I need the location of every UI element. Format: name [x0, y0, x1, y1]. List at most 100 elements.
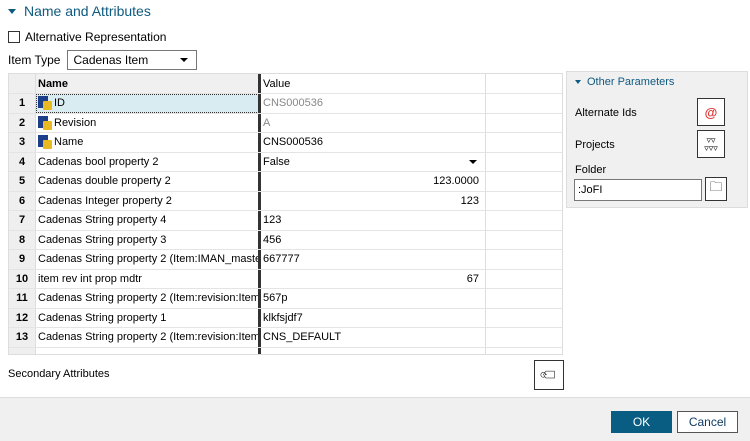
name-cell[interactable]: Name	[36, 133, 261, 152]
ok-button[interactable]: OK	[611, 411, 672, 433]
property-name: Cadenas String property 1	[38, 311, 167, 324]
secondary-attributes-label: Secondary Attributes	[8, 368, 110, 380]
value-cell[interactable]: 567p	[261, 289, 486, 308]
property-name: Cadenas String property 4	[38, 214, 167, 227]
table-row[interactable]: 1 ID CNS000536	[9, 94, 562, 114]
dialog-footer: OK Cancel	[0, 397, 750, 441]
name-cell[interactable]: Revision	[36, 113, 261, 132]
secondary-attributes-button[interactable]: 🏷	[534, 360, 564, 390]
table-row[interactable]: 10 item rev int prop mdtr 67	[9, 269, 562, 289]
column-header-name[interactable]: Name	[36, 74, 261, 93]
projects-label: Projects	[575, 139, 615, 151]
collapse-triangle-icon	[575, 80, 581, 84]
table-row[interactable]: 12 Cadenas String property 1 klkfsjdf7	[9, 308, 562, 328]
value-cell[interactable]: CNS000536	[261, 133, 486, 152]
table-row[interactable]: 5 Cadenas double property 2 123.0000	[9, 172, 562, 192]
panel-title: Other Parameters	[587, 76, 675, 88]
property-name: Cadenas double property 2	[38, 175, 171, 188]
alternate-ids-button[interactable]: @	[697, 98, 725, 126]
column-header-value[interactable]: Value	[261, 74, 486, 93]
folder-browse-button[interactable]: 🗀	[705, 177, 727, 201]
name-cell[interactable]: Cadenas String property 4	[36, 211, 261, 230]
value-cell[interactable]: 123	[261, 191, 486, 210]
property-name: Cadenas String property 2 (Item:revision…	[38, 331, 261, 344]
value-cell[interactable]: 67	[261, 269, 486, 288]
table-row[interactable]: 11 Cadenas String property 2 (Item:revisi…	[9, 289, 562, 309]
checkbox-label: Alternative Representation	[25, 30, 167, 44]
other-parameters-panel: Other Parameters Alternate Ids @ Project…	[566, 71, 748, 208]
table-row[interactable]: 3 Name CNS000536	[9, 133, 562, 153]
property-name: Cadenas String property 2 (Item:IMAN_mas…	[38, 253, 261, 266]
table-row[interactable]: 9 Cadenas String property 2 (Item:IMAN_ma…	[9, 250, 562, 270]
value-cell[interactable]: 123.0000	[261, 172, 486, 191]
property-value: 67	[466, 272, 479, 285]
name-cell[interactable]: Cadenas String property 2 (Item:revision…	[36, 289, 261, 308]
table-row[interactable]: 4 Cadenas bool property 2 False	[9, 152, 562, 172]
table-row[interactable]: 8 Cadenas String property 3 456	[9, 230, 562, 250]
property-value: CNS_DEFAULT	[263, 331, 342, 344]
property-value: CNS000536	[263, 97, 323, 110]
section-title: Name and Attributes	[24, 3, 151, 19]
folder-input[interactable]: :JoFI	[574, 179, 702, 201]
name-cell[interactable]: Cadenas double property 2	[36, 172, 261, 191]
name-cell[interactable]: ID	[36, 94, 261, 113]
projects-button[interactable]: ▿▿ ▿▿▿	[697, 130, 725, 158]
tag-at-icon: @	[704, 104, 718, 120]
name-cell[interactable]: Cadenas Integer property 2	[36, 191, 261, 210]
alternative-representation-checkbox[interactable]: Alternative Representation	[8, 30, 166, 44]
value-cell[interactable]: CNS_DEFAULT	[261, 328, 486, 347]
name-cell[interactable]: Cadenas bool property 2	[36, 152, 261, 171]
filler	[486, 231, 562, 250]
name-cell[interactable]: Cadenas String property 2 (Item:IMAN_mas…	[36, 250, 261, 269]
row-number: 8	[9, 230, 36, 249]
property-name: Name	[54, 136, 84, 149]
row-number-header	[9, 74, 36, 93]
cancel-button[interactable]: Cancel	[677, 411, 738, 433]
value-cell[interactable]: CNS000536	[261, 94, 486, 113]
filler	[486, 192, 562, 211]
name-cell[interactable]: Cadenas String property 1	[36, 308, 261, 327]
property-value: 123	[263, 214, 282, 227]
chevron-down-icon	[469, 159, 477, 164]
filler	[486, 348, 562, 355]
row-number: 3	[9, 133, 36, 152]
row-number: 12	[9, 308, 36, 327]
value-cell[interactable]: klkfsjdf7	[261, 308, 486, 327]
value-cell[interactable]: False	[261, 152, 486, 171]
table-header: Name Value	[9, 74, 562, 94]
name-cell[interactable]: item rev int prop mdtr	[36, 269, 261, 288]
folder-label: Folder	[575, 164, 607, 176]
item-type-row: Item Type Cadenas Item	[8, 50, 198, 70]
other-parameters-header[interactable]: Other Parameters	[575, 76, 674, 88]
projects-icon: ▿▿ ▿▿▿	[704, 135, 718, 153]
filler	[486, 94, 562, 113]
value-cell[interactable]: 123	[261, 211, 486, 230]
value-cell[interactable]: 667777	[261, 250, 486, 269]
value-cell[interactable]: 456	[261, 230, 486, 249]
tag-icon: 🏷	[537, 363, 560, 386]
row-number: 7	[9, 211, 36, 230]
item-type-select[interactable]: Cadenas Item	[67, 50, 198, 70]
folder-icon: 🗀	[709, 179, 723, 194]
filler	[486, 250, 562, 269]
table-row[interactable]: 13 Cadenas String property 2 (Item:revisi…	[9, 328, 562, 348]
filler	[486, 153, 562, 172]
table-row[interactable]: 7 Cadenas String property 4 123	[9, 211, 562, 231]
filler	[486, 172, 562, 191]
value-cell[interactable]: A	[261, 113, 486, 132]
section-header-name-attributes[interactable]: Name and Attributes	[8, 3, 151, 19]
row-number: 5	[9, 172, 36, 191]
empty-row	[9, 347, 562, 355]
locked-property-icon	[38, 115, 52, 130]
folder-value: :JoFI	[578, 184, 603, 196]
locked-property-icon	[38, 135, 52, 150]
row-number: 13	[9, 328, 36, 347]
table-row[interactable]: 2 Revision A	[9, 113, 562, 133]
name-cell[interactable]: Cadenas String property 3	[36, 230, 261, 249]
property-name: Cadenas String property 3	[38, 233, 167, 246]
table-row[interactable]: 6 Cadenas Integer property 2 123	[9, 191, 562, 211]
filler	[486, 328, 562, 347]
name-cell[interactable]: Cadenas String property 2 (Item:revision…	[36, 328, 261, 347]
collapse-triangle-icon	[8, 8, 16, 14]
property-name: Cadenas Integer property 2	[38, 194, 172, 207]
